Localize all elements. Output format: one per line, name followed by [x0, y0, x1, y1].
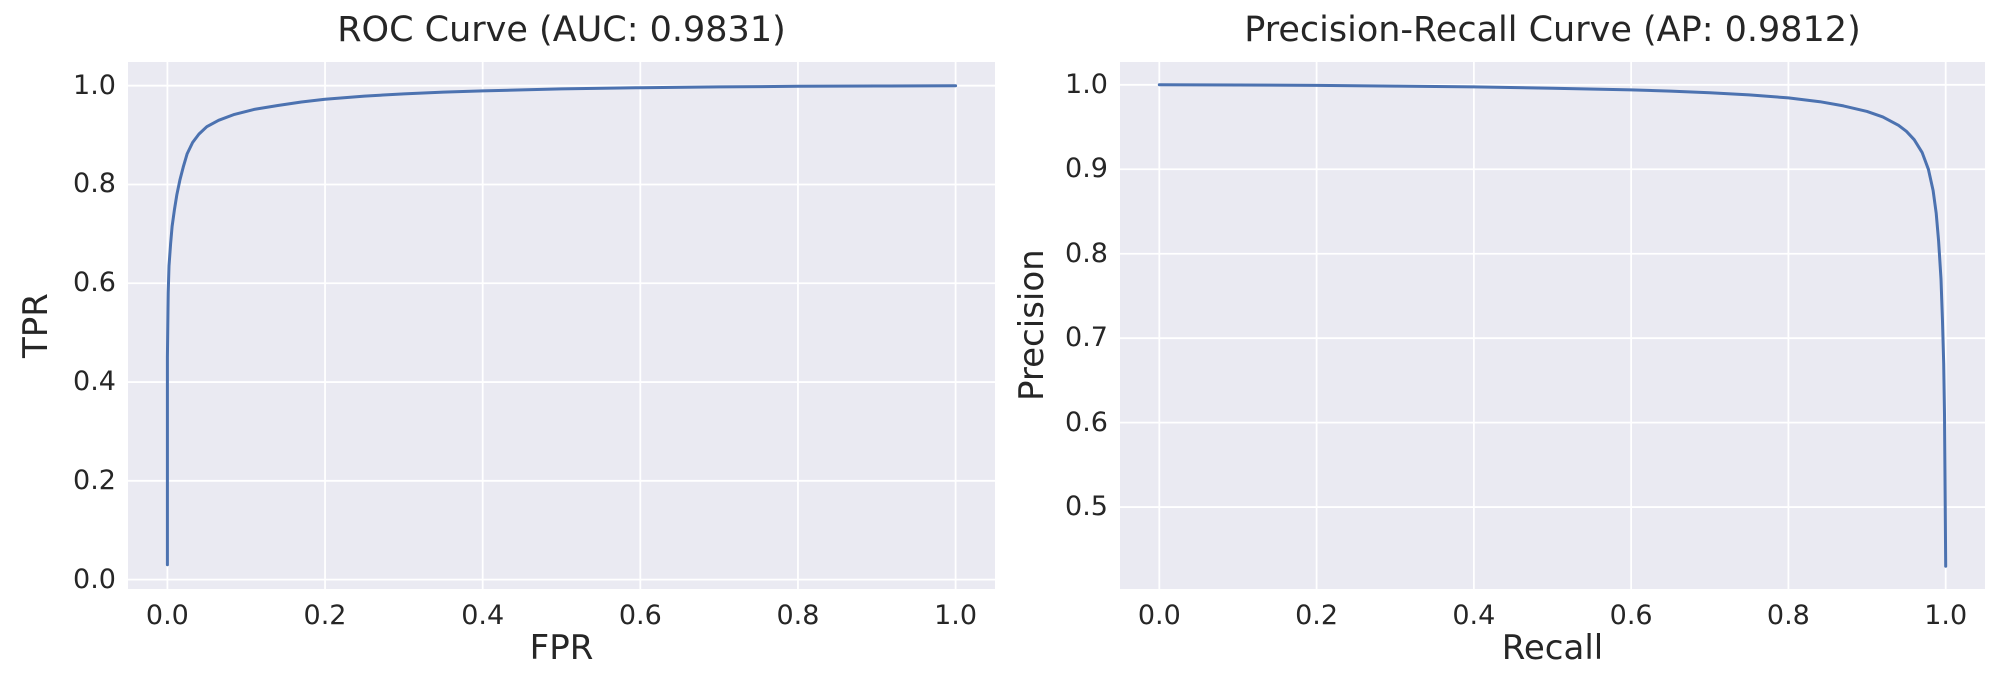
x-tick-label: 0.0 [145, 600, 189, 631]
pr-x-axis-label: Recall [1501, 628, 1604, 668]
x-tick-label: 0.2 [303, 600, 347, 631]
roc-chart: ROC Curve (AUC: 0.9831) TPR FPR 0.0 0.2 0.… [16, 10, 995, 668]
y-tick-label: 0.8 [73, 168, 116, 200]
x-tick-label: 0.6 [618, 600, 662, 631]
x-tick-label: 0.6 [1609, 600, 1653, 631]
y-tick-label: 0.6 [73, 267, 116, 299]
roc-x-axis-label: FPR [529, 628, 594, 668]
x-tick-label: 0.0 [1137, 600, 1181, 631]
x-tick-label: 0.2 [1295, 600, 1339, 631]
x-tick-label: 1.0 [934, 600, 978, 631]
y-tick-label: 0.6 [1065, 406, 1108, 438]
roc-chart-title: ROC Curve (AUC: 0.9831) [337, 10, 786, 50]
x-tick-label: 0.4 [1452, 600, 1496, 631]
pr-curve-line [1157, 83, 1948, 568]
x-tick-label: 0.8 [1766, 600, 1810, 631]
y-tick-label: 1.0 [73, 69, 116, 101]
y-tick-label: 0.5 [1065, 491, 1108, 523]
pr-chart-title: Precision-Recall Curve (AP: 0.9812) [1244, 10, 1861, 50]
plot-background [1120, 62, 1985, 589]
x-tick-label: 1.0 [1924, 600, 1968, 631]
x-tick-label: 0.4 [461, 600, 505, 631]
y-tick-label: 0.9 [1065, 153, 1108, 185]
pr-plot-area [1120, 62, 1985, 589]
y-tick-label: 0.7 [1065, 322, 1108, 354]
plot-background [128, 62, 995, 589]
y-tick-label: 0.0 [73, 563, 116, 595]
y-tick-label: 1.0 [1065, 68, 1108, 100]
y-tick-label: 0.2 [73, 464, 116, 496]
y-tick-label: 0.4 [73, 366, 116, 398]
roc-plot-area [128, 62, 995, 589]
x-tick-label: 0.8 [776, 600, 820, 631]
pr-chart: Precision-Recall Curve (AP: 0.9812) Prec… [1000, 0, 2000, 700]
y-tick-label: 0.8 [1065, 237, 1108, 269]
roc-curve-line [165, 84, 958, 567]
